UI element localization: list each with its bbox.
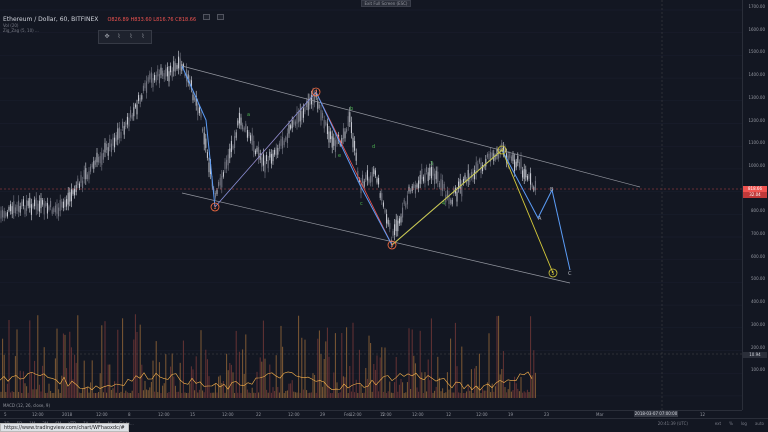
- scale-toggle[interactable]: ext: [714, 421, 722, 426]
- price-label: 400.00: [751, 299, 765, 305]
- wave-label: 4: [442, 201, 445, 207]
- scale-toggle[interactable]: log: [740, 421, 747, 426]
- wave-label: C: [568, 271, 572, 277]
- symbol-title[interactable]: Ethereum / Dollar, 60, BITFINEX: [3, 16, 99, 23]
- elliott-wave-icon[interactable]: ⌇: [141, 33, 145, 40]
- wave-label: 2: [314, 90, 317, 96]
- chart-drawings: 1 2 3 4 5 a b c d e 3 4 A B C: [0, 0, 742, 410]
- scale-toggle[interactable]: %: [729, 421, 733, 426]
- scale-toggle[interactable]: auto: [754, 421, 764, 426]
- wave-label: b: [350, 106, 353, 112]
- wave-label: 3: [430, 161, 433, 167]
- time-label: 19: [508, 412, 514, 417]
- utc-clock[interactable]: 20:41:39 (UTC): [657, 421, 688, 426]
- scale-controls: ext% log auto: [715, 421, 764, 426]
- volume-bars: [0, 314, 536, 398]
- price-label: 1100.00: [748, 140, 765, 146]
- price-label: 1600.00: [748, 26, 765, 32]
- time-label: 12:00: [32, 412, 44, 417]
- wave-label: d: [372, 144, 375, 150]
- wave-label: A: [538, 216, 542, 222]
- price-label: 100.00: [751, 367, 765, 373]
- zigzag-indicator-label[interactable]: Zig_Zag (5, 10) ...: [3, 28, 39, 33]
- price-label: 1200.00: [748, 117, 765, 123]
- current-price-tag: 818.66: [743, 186, 767, 192]
- price-axis[interactable]: 1700.00 1600.00 1500.00 1400.00 1300.00 1200.…: [742, 0, 768, 410]
- time-label: Feb: [344, 412, 352, 417]
- wave-label: 5: [551, 271, 554, 277]
- time-label: 12:00: [380, 412, 392, 417]
- time-label: 29: [320, 412, 326, 417]
- time-label: 5: [4, 412, 7, 417]
- time-label: 12:00: [288, 412, 300, 417]
- price-label: 700.00: [751, 231, 765, 236]
- price-countdown-tag: 32.04: [743, 192, 767, 198]
- time-label: 12:00: [96, 412, 108, 417]
- cursor-icon[interactable]: ✥: [104, 33, 110, 40]
- ohlc-values: O826.89 H833.60 L816.76 C818.66: [107, 17, 197, 23]
- price-chart[interactable]: 1 2 3 4 5 a b c d e 3 4 A B C: [0, 0, 742, 410]
- time-label: Mar: [596, 412, 604, 417]
- time-label: 22: [256, 412, 262, 417]
- price-label: 600.00: [751, 253, 765, 259]
- exit-fullscreen-button[interactable]: Exit Full Screen (ESC): [361, 0, 411, 7]
- wave-label: c: [360, 201, 363, 207]
- time-label: 12:00: [350, 412, 362, 417]
- price-label: 1500.00: [748, 49, 765, 55]
- time-label: 8: [128, 412, 131, 417]
- time-label: 12:00: [476, 412, 488, 417]
- price-label: 500.00: [751, 276, 765, 282]
- wave-label: B: [550, 187, 554, 193]
- time-label: 12:00: [158, 412, 170, 417]
- time-label: 2018: [62, 412, 73, 417]
- settings-icon[interactable]: [203, 13, 211, 20]
- candles: [0, 9, 742, 397]
- chart-header: Ethereum / Dollar, 60, BITFINEX O826.89 …: [3, 6, 225, 25]
- wave-label: 1: [213, 205, 216, 211]
- close-icon[interactable]: [217, 13, 225, 20]
- price-label: 200.00: [751, 344, 765, 350]
- price-label: 800.00: [751, 208, 765, 214]
- elliott-wave-icon[interactable]: ⌇: [117, 33, 121, 40]
- elliott-wave-icon[interactable]: ⌇: [129, 33, 133, 40]
- crosshair-time-tag: 2018-03-07 07:00:00: [634, 411, 678, 417]
- time-label: 12:00: [412, 412, 424, 417]
- price-label: 1400.00: [748, 72, 765, 78]
- wave-label: 3: [390, 243, 393, 249]
- time-label: 23: [544, 412, 550, 417]
- price-label: 300.00: [751, 321, 765, 327]
- volume-tag: 10.94: [743, 352, 767, 358]
- time-label: 12: [700, 412, 706, 417]
- status-url: https://www.tradingview.com/chart/WFhaox…: [0, 423, 129, 432]
- price-label: 1700.00: [748, 4, 765, 9]
- macd-label[interactable]: MACD (12, 26, close, 9): [3, 403, 51, 408]
- price-label: 1300.00: [748, 94, 765, 100]
- drawing-toolbar: ✥ ⌇ ⌇ ⌇: [98, 30, 152, 44]
- indicator-label: Vol (20) Zig_Zag (5, 10) ...: [3, 23, 39, 33]
- time-label: 5: [382, 412, 385, 417]
- time-label: 12:00: [222, 412, 234, 417]
- time-label: 12: [446, 412, 452, 417]
- time-label: 15: [190, 412, 196, 417]
- price-label: 1000.00: [748, 162, 765, 168]
- volume-indicator-label[interactable]: Vol (20): [3, 23, 19, 28]
- wave-label: a: [247, 112, 250, 118]
- wave-label: 4: [500, 148, 503, 154]
- time-axis[interactable]: 5 12:00 2018 12:00 8 12:00 15 12:00 22 12:00 29 12:…: [0, 410, 742, 418]
- wave-label: e: [338, 153, 341, 159]
